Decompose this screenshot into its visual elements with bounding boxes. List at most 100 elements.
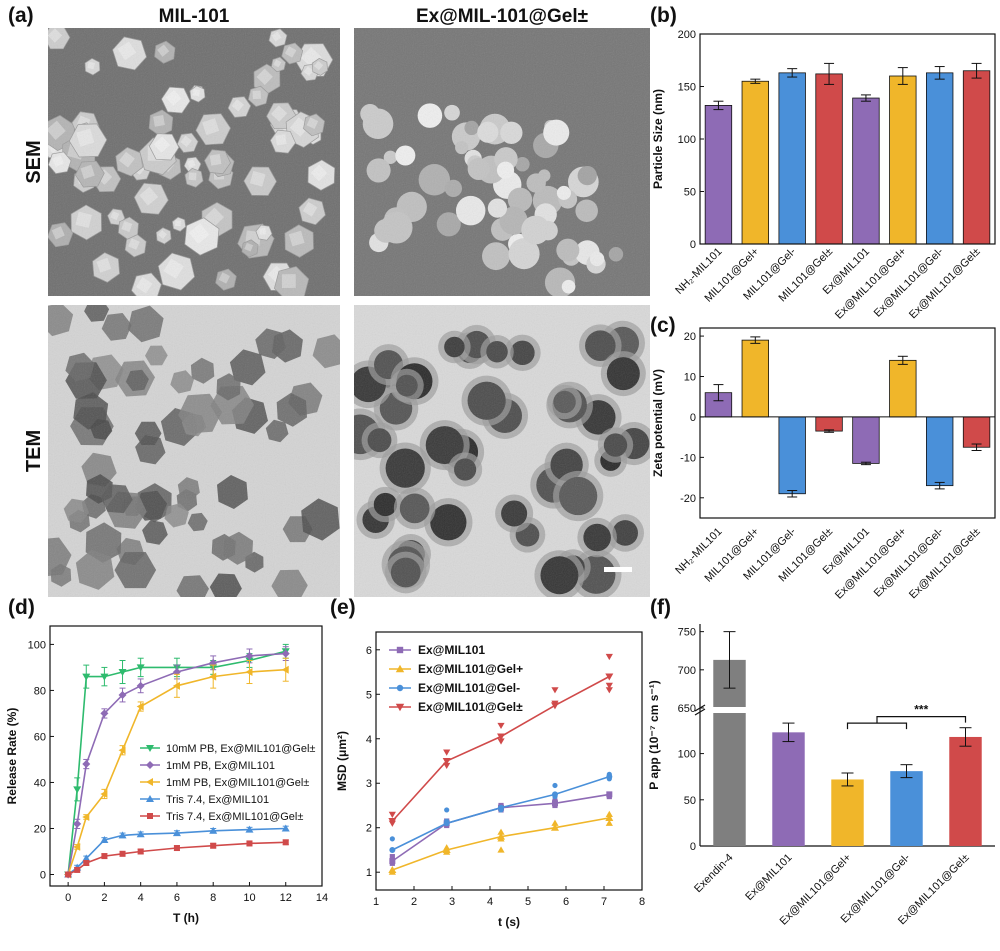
bar-break-gap bbox=[711, 707, 748, 713]
data-point bbox=[73, 819, 82, 828]
x-category-label: Ex@MIL101 bbox=[743, 852, 794, 903]
data-point bbox=[137, 848, 144, 855]
bar-3 bbox=[831, 779, 864, 846]
data-point bbox=[146, 761, 154, 769]
axes-frame bbox=[699, 327, 996, 519]
x-tick-label: 14 bbox=[316, 892, 328, 904]
y-tick-label: 5 bbox=[366, 689, 372, 701]
x-category-label: Ex@MIL101@Gel± bbox=[907, 526, 983, 602]
data-point bbox=[605, 819, 613, 826]
y-axis-label: Release Rate (%) bbox=[5, 708, 19, 805]
data-point bbox=[136, 702, 144, 711]
data-point bbox=[388, 818, 397, 826]
y-tick-label: 4 bbox=[366, 734, 372, 746]
x-tick-label: 12 bbox=[280, 892, 292, 904]
series-line-2 bbox=[67, 652, 286, 875]
data-point bbox=[118, 746, 126, 755]
bar-6 bbox=[889, 75, 917, 245]
panel-label-f: (f) bbox=[650, 596, 671, 619]
bar-8 bbox=[962, 70, 991, 245]
bar-2 bbox=[741, 80, 769, 245]
y-axis-label: P app (10⁻⁷ cm s⁻¹) bbox=[647, 680, 661, 789]
data-point bbox=[146, 795, 154, 802]
legend-entry: 1mM PB, Ex@MIL101@Gel± bbox=[166, 777, 309, 789]
data-point bbox=[65, 871, 72, 878]
data-point bbox=[551, 819, 559, 826]
data-point bbox=[209, 672, 217, 681]
x-tick-label: 4 bbox=[487, 896, 493, 908]
y-tick-label: 3 bbox=[366, 778, 372, 790]
legend-entry: 10mM PB, Ex@MIL101@Gel± bbox=[166, 743, 315, 755]
y-tick-label: 650 bbox=[678, 703, 696, 715]
significance-stars: *** bbox=[914, 703, 928, 717]
data-point bbox=[82, 673, 91, 681]
data-point bbox=[443, 820, 450, 827]
legend-entry: Ex@MIL101 bbox=[418, 643, 485, 657]
legend-entry: Ex@MIL101@Gel- bbox=[418, 681, 520, 695]
data-point bbox=[245, 825, 254, 833]
data-point bbox=[281, 665, 289, 674]
data-point bbox=[396, 684, 404, 692]
bar-4 bbox=[815, 416, 843, 432]
data-point bbox=[497, 733, 506, 741]
data-point bbox=[443, 762, 451, 770]
x-tick-label: 6 bbox=[563, 896, 569, 908]
series-line-4 bbox=[67, 827, 286, 876]
y-tick-label: 50 bbox=[684, 795, 696, 807]
x-tick-label: 4 bbox=[138, 892, 144, 904]
bar-3 bbox=[778, 416, 806, 495]
bar-5 bbox=[949, 736, 982, 846]
bar-7 bbox=[926, 72, 954, 245]
data-point bbox=[100, 835, 109, 843]
data-point bbox=[606, 773, 613, 780]
data-point bbox=[551, 800, 558, 807]
y-axis-label: Particle Size (nm) bbox=[651, 89, 665, 189]
x-tick-label: 5 bbox=[525, 896, 531, 908]
bar-1 bbox=[704, 105, 733, 245]
series-line-3 bbox=[67, 668, 286, 875]
x-tick-label: 8 bbox=[639, 896, 645, 908]
y-axis-label: Zeta potential (mV) bbox=[651, 369, 665, 477]
data-point bbox=[396, 646, 404, 654]
series-line-1 bbox=[67, 650, 286, 875]
data-point bbox=[442, 845, 451, 853]
bar-8 bbox=[962, 416, 991, 448]
panel-label-e: (e) bbox=[330, 596, 356, 619]
row-label-tem: TEM bbox=[23, 430, 45, 472]
chart-release-rate: 0 20 40 60 80 100 0 2 4 6 8 10 12 14 T (h) Release Rate… bbox=[5, 625, 328, 925]
y-tick-label: 0 bbox=[690, 841, 696, 853]
bar-6 bbox=[889, 359, 917, 418]
y-axis-label: MSD (μm²) bbox=[335, 731, 349, 791]
data-point bbox=[172, 829, 181, 837]
y-tick-label: 0 bbox=[690, 412, 696, 424]
y-tick-label: 100 bbox=[28, 639, 46, 651]
data-point bbox=[245, 651, 254, 660]
data-point bbox=[605, 810, 613, 817]
y-tick-label: -20 bbox=[680, 493, 696, 505]
data-point bbox=[605, 653, 613, 661]
data-point bbox=[73, 842, 81, 851]
scale-bar bbox=[604, 567, 632, 572]
data-point bbox=[550, 702, 559, 710]
data-point bbox=[118, 831, 127, 839]
data-point bbox=[209, 826, 218, 834]
data-point bbox=[605, 682, 613, 689]
x-tick-label: 10 bbox=[243, 892, 255, 904]
data-point bbox=[282, 839, 289, 846]
tem-image-ex-mil101-gel bbox=[354, 305, 650, 597]
y-tick-label: 80 bbox=[34, 685, 46, 697]
x-tick-label: 7 bbox=[601, 896, 607, 908]
y-tick-label: 40 bbox=[34, 777, 46, 789]
y-tick-label: 1 bbox=[366, 867, 372, 879]
data-point bbox=[210, 842, 217, 849]
y-tick-label: 10 bbox=[684, 372, 696, 384]
legend-entry: 1mM PB, Ex@MIL101 bbox=[166, 760, 275, 772]
bar-1-lower bbox=[713, 712, 746, 846]
data-point bbox=[146, 778, 153, 786]
data-point bbox=[388, 811, 396, 818]
data-point bbox=[606, 791, 613, 798]
bar-4 bbox=[890, 771, 923, 846]
data-point bbox=[389, 858, 396, 865]
